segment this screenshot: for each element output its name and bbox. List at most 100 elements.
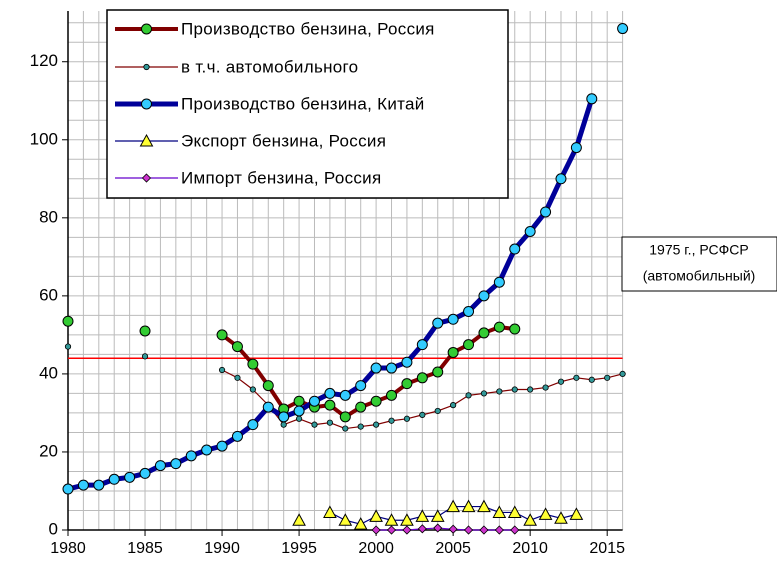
marker — [369, 509, 383, 522]
marker — [555, 173, 567, 185]
marker — [293, 395, 305, 407]
legend-marker — [139, 133, 154, 147]
marker — [478, 327, 490, 339]
legend-marker — [141, 98, 152, 110]
y-tick-label: 100 — [30, 129, 58, 148]
x-tick-label: 2010 — [512, 540, 548, 557]
marker — [465, 392, 472, 399]
marker — [386, 525, 397, 535]
annotation-box — [621, 236, 777, 292]
marker — [384, 513, 399, 526]
marker — [524, 225, 536, 237]
marker — [492, 505, 507, 518]
marker — [216, 329, 228, 341]
series-line — [376, 527, 515, 531]
marker — [339, 389, 351, 401]
marker — [370, 362, 382, 374]
marker — [324, 399, 336, 411]
marker — [139, 325, 151, 337]
legend-marker — [143, 63, 150, 71]
marker — [386, 362, 398, 374]
marker — [557, 378, 565, 385]
legend-marker — [141, 173, 152, 183]
marker — [416, 339, 428, 351]
marker — [403, 415, 411, 422]
marker — [509, 243, 521, 255]
marker — [569, 507, 584, 520]
marker — [373, 421, 380, 428]
x-tick-label: 2015 — [589, 540, 625, 557]
marker — [62, 483, 74, 495]
marker — [496, 388, 503, 395]
marker — [586, 93, 598, 105]
marker — [432, 366, 444, 378]
marker — [509, 323, 521, 335]
marker — [388, 417, 395, 424]
marker — [494, 525, 504, 535]
legend-label: Импорт бензина, Россия — [181, 168, 381, 187]
marker — [417, 524, 427, 534]
marker — [170, 458, 182, 470]
marker — [507, 505, 522, 518]
marker — [216, 440, 228, 452]
legend-label: в т.ч. автомобильного — [181, 57, 358, 76]
y-tick-label: 40 — [39, 363, 58, 382]
marker — [353, 517, 368, 530]
marker — [493, 276, 505, 288]
marker — [293, 405, 305, 417]
marker — [108, 473, 120, 485]
legend-label: Производство бензина, Китай — [181, 94, 425, 113]
plot — [62, 23, 629, 535]
marker — [247, 419, 259, 431]
y-tick-label: 20 — [39, 441, 58, 460]
marker — [540, 206, 552, 218]
marker — [295, 415, 303, 422]
marker — [480, 390, 488, 397]
marker — [588, 376, 595, 383]
marker — [570, 142, 582, 154]
marker — [450, 402, 457, 409]
marker — [447, 346, 459, 358]
marker — [415, 509, 430, 522]
marker — [448, 524, 458, 534]
marker — [386, 389, 398, 401]
marker — [323, 505, 337, 518]
x-tick-label: 2005 — [435, 540, 471, 557]
marker — [463, 525, 474, 535]
marker — [77, 479, 89, 491]
marker — [430, 509, 445, 522]
marker — [338, 513, 353, 526]
marker — [185, 450, 197, 462]
marker — [511, 386, 518, 393]
marker — [510, 525, 520, 535]
marker — [479, 525, 489, 535]
marker — [247, 358, 259, 370]
x-tick-label: 1990 — [204, 540, 240, 557]
marker — [357, 423, 364, 430]
marker — [446, 499, 460, 513]
marker — [400, 513, 414, 526]
marker — [617, 23, 629, 35]
y-tick-label: 80 — [39, 207, 58, 226]
marker — [324, 387, 336, 399]
marker — [231, 341, 243, 353]
legend: Производство бензина, Россия в т.ч. автом… — [115, 19, 434, 187]
marker — [64, 343, 72, 350]
marker — [280, 421, 287, 428]
y-tick-label: 0 — [49, 519, 58, 538]
marker — [461, 499, 476, 513]
legend-marker — [141, 23, 152, 35]
marker — [604, 374, 611, 381]
marker — [339, 411, 351, 423]
marker — [370, 395, 382, 407]
marker — [139, 467, 151, 479]
marker — [447, 313, 459, 325]
x-tick-label: 1980 — [50, 540, 86, 557]
annotation: (автомобильный) — [643, 268, 756, 284]
marker — [218, 366, 226, 374]
marker — [154, 460, 166, 472]
marker — [262, 401, 274, 413]
marker — [355, 380, 367, 392]
marker — [231, 430, 243, 442]
